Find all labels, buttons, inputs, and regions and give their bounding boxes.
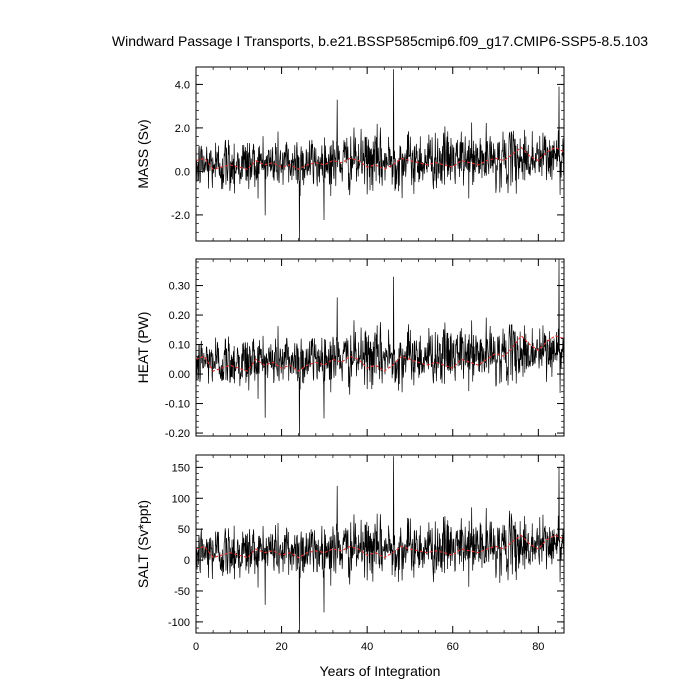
- mass-y-axis-label: MASS (Sv): [135, 119, 151, 188]
- heat-plot-area: [196, 259, 564, 436]
- heat-panel: -0.20 -0.10 0.00 0.10 0.20 0.30 HEAT (PW): [135, 258, 565, 440]
- salt-x-tick-label: 60: [447, 641, 459, 653]
- salt-x-tick-label: 20: [275, 641, 287, 653]
- mass-plot-area: [196, 69, 564, 241]
- mass-panel: -2.0 0.0 2.0 4.0 MASS (Sv): [135, 66, 565, 242]
- heat-y-axis-label: HEAT (PW): [135, 312, 151, 384]
- salt-y-tick-label: -100: [168, 617, 190, 629]
- heat-y-tick-label: 0.10: [169, 340, 190, 352]
- salt-plot-area: [196, 456, 564, 633]
- heat-monthly-line: [196, 259, 564, 436]
- mass-y-tick-label: 0.0: [175, 166, 190, 178]
- salt-y-tick-label: -50: [174, 586, 190, 598]
- heat-y-tick-label: -0.10: [165, 399, 190, 411]
- salt-y-tick-label: 100: [172, 493, 190, 505]
- heat-y-tick-label: 0.30: [169, 281, 190, 293]
- salt-x-tick-label: 40: [361, 641, 373, 653]
- heat-y-tick-label: -0.20: [165, 428, 190, 440]
- salt-frame: [195, 454, 565, 634]
- salt-y-axis-label: SALT (Sv*ppt): [135, 500, 151, 588]
- mass-y-tick-label: -2.0: [171, 210, 190, 222]
- salt-panel: -100 -50 0 50 100 150 SALT (Sv*ppt) 0 20 40 60 80 Ye…: [135, 454, 565, 679]
- salt-monthly-line: [196, 456, 564, 633]
- salt-mean-line: [196, 534, 564, 559]
- mass-y-tick-label: 2.0: [175, 123, 190, 135]
- heat-mean-line: [196, 334, 564, 372]
- salt-y-tick-label: 50: [178, 524, 190, 536]
- mass-mean-line: [196, 146, 564, 170]
- salt-y-tick-label: 0: [184, 555, 190, 567]
- heat-y-tick-label: 0.20: [169, 310, 190, 322]
- heat-y-tick-label: 0.00: [169, 369, 190, 381]
- salt-x-tick-label: 0: [193, 641, 199, 653]
- mass-monthly-line: [196, 69, 564, 241]
- x-axis-label: Years of Integration: [320, 663, 441, 679]
- mass-y-tick-label: 4.0: [175, 79, 190, 91]
- chart-title: Windward Passage I Transports, b.e21.BSS…: [112, 33, 648, 49]
- heat-frame: [195, 258, 565, 437]
- salt-x-tick-label: 80: [532, 641, 544, 653]
- panels: -2.0 0.0 2.0 4.0 MASS (Sv) -0.20 -0.10 0.00 0.10…: [135, 66, 565, 679]
- salt-y-tick-label: 150: [172, 462, 190, 474]
